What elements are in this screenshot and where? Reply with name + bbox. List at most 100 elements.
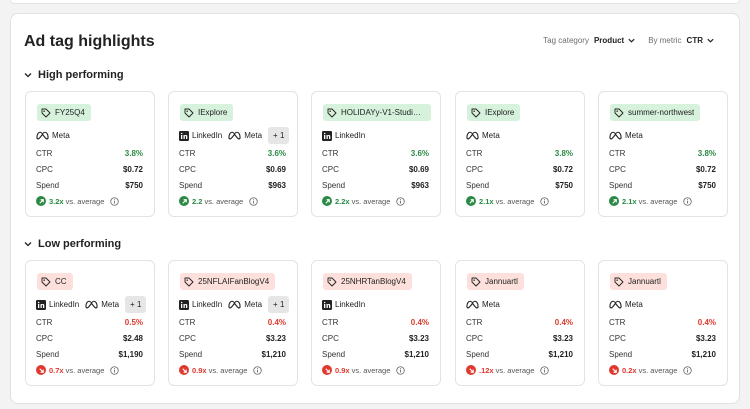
info-icon[interactable] xyxy=(247,365,263,375)
tag-icon xyxy=(614,277,624,286)
tag-chip[interactable]: summer-northwest xyxy=(610,104,701,121)
tag-card[interactable]: 25NHRTanBlogV4 LinkedIn CTR 0.4% CPC $3.… xyxy=(311,260,441,386)
tag-card[interactable]: Jannuartl Meta CTR 0.4% CPC $3.23 Spend … xyxy=(598,260,728,386)
spend-row: Spend $750 xyxy=(609,181,716,190)
tag-chip[interactable]: 25NFLAIFanBlogV4 xyxy=(180,273,276,290)
metric-label: By metric xyxy=(648,36,682,45)
cpc-label: CPC xyxy=(36,334,53,343)
tag-card[interactable]: HOLIDAYy-V1-Studio-... LinkedIn CTR 3.6%… xyxy=(311,91,441,217)
tag-chip[interactable]: Jannuartl xyxy=(610,273,667,290)
info-icon[interactable] xyxy=(390,365,406,375)
tag-card[interactable]: 25NFLAIFanBlogV4 LinkedIn Meta + 1 CTR 0.4… xyxy=(168,260,298,386)
section-header-low[interactable]: Low performing xyxy=(23,238,121,250)
spend-value: $750 xyxy=(698,181,716,190)
tag-category-label: Tag category xyxy=(543,36,589,45)
tag-card[interactable]: IExplore Meta CTR 3.8% CPC $0.72 Spend $… xyxy=(455,91,585,217)
info-icon[interactable] xyxy=(390,196,406,206)
channel-list: LinkedIn xyxy=(322,127,371,144)
ctr-label: CTR xyxy=(179,318,196,327)
tag-chip[interactable]: 25NHRTanBlogV4 xyxy=(323,273,412,290)
linkedin-icon xyxy=(322,299,332,310)
vs-average-indicator: 2.1x vs. average xyxy=(466,196,550,206)
ctr-row: CTR 0.4% xyxy=(179,318,286,327)
tag-name: FY25Q4 xyxy=(55,108,85,117)
cpc-value: $0.72 xyxy=(552,165,573,174)
metric-filter[interactable]: By metric CTR xyxy=(648,36,715,45)
ctr-label: CTR xyxy=(36,318,53,327)
spend-row: Spend $750 xyxy=(36,181,143,190)
vs-average-indicator: .12x vs. average xyxy=(466,365,550,375)
spend-label: Spend xyxy=(179,350,203,359)
spend-label: Spend xyxy=(322,350,346,359)
channel-meta: Meta xyxy=(85,300,119,309)
channel-label: Meta xyxy=(101,300,120,309)
tag-category-filter[interactable]: Tag category Product xyxy=(543,36,636,45)
more-channels-badge[interactable]: + 1 xyxy=(268,127,290,144)
ctr-value: 3.8% xyxy=(697,149,716,158)
ctr-value: 0.5% xyxy=(124,318,143,327)
tag-card[interactable]: CC LinkedIn Meta + 1 CTR 0.5% CPC $2.48 Sp… xyxy=(25,260,155,386)
meta-icon xyxy=(466,131,479,140)
info-icon[interactable] xyxy=(534,196,550,206)
vs-average-label: vs. average xyxy=(351,196,391,206)
tag-chip[interactable]: FY25Q4 xyxy=(37,104,91,121)
cpc-value: $3.23 xyxy=(552,334,573,343)
tag-chip[interactable]: HOLIDAYy-V1-Studio-... xyxy=(323,104,431,121)
spend-value: $963 xyxy=(411,181,429,190)
channel-label: LinkedIn xyxy=(335,300,366,309)
channel-list: Meta xyxy=(609,127,649,144)
spend-label: Spend xyxy=(609,350,633,359)
tag-card[interactable]: FY25Q4 Meta CTR 3.8% CPC $0.72 Spend $75… xyxy=(25,91,155,217)
more-channels-badge[interactable]: + 1 xyxy=(125,296,147,313)
spend-row: Spend $1,210 xyxy=(466,350,573,359)
info-icon[interactable] xyxy=(677,196,693,206)
tag-icon xyxy=(184,277,194,286)
spend-label: Spend xyxy=(322,181,346,190)
channel-label: LinkedIn xyxy=(192,300,223,309)
ctr-label: CTR xyxy=(322,149,339,158)
cpc-row: CPC $0.72 xyxy=(466,165,573,174)
trend-up-icon xyxy=(466,196,476,206)
channel-meta: Meta xyxy=(609,131,643,140)
spend-value: $1,210 xyxy=(404,350,429,359)
cpc-label: CPC xyxy=(179,165,196,174)
tag-chip[interactable]: IExplore xyxy=(467,104,521,121)
vs-average-indicator: 0.9x vs. average xyxy=(322,365,406,375)
cpc-label: CPC xyxy=(609,165,626,174)
tag-card[interactable]: IExplore LinkedIn Meta + 1 CTR 3.6% CPC $0… xyxy=(168,91,298,217)
section-header-high[interactable]: High performing xyxy=(23,69,124,81)
cpc-value: $3.23 xyxy=(695,334,716,343)
chevron-down-icon xyxy=(628,38,635,43)
vs-average-indicator: 2.2x vs. average xyxy=(322,196,406,206)
multiplier-value: 2.2 xyxy=(192,196,203,206)
channel-label: Meta xyxy=(244,300,263,309)
info-icon[interactable] xyxy=(104,365,120,375)
chevron-down-icon xyxy=(24,73,32,78)
ctr-label: CTR xyxy=(466,149,483,158)
info-icon[interactable] xyxy=(243,196,258,206)
more-channels-badge[interactable]: + 1 xyxy=(268,296,290,313)
tag-name: IExplore xyxy=(485,108,515,117)
channel-label: Meta xyxy=(625,300,643,309)
cpc-value: $0.72 xyxy=(695,165,716,174)
tag-icon xyxy=(41,108,51,117)
tag-chip[interactable]: IExplore xyxy=(180,104,234,121)
tag-icon xyxy=(327,277,337,286)
tag-chip[interactable]: Jannuartl xyxy=(467,273,524,290)
tag-name: 25NFLAIFanBlogV4 xyxy=(198,277,270,286)
channel-label: Meta xyxy=(52,131,70,140)
tag-card[interactable]: summer-northwest Meta CTR 3.8% CPC $0.72… xyxy=(598,91,728,217)
vs-average-label: vs. average xyxy=(638,365,678,375)
meta-icon xyxy=(85,300,98,309)
info-icon[interactable] xyxy=(104,196,120,206)
tag-icon xyxy=(471,277,481,286)
cpc-row: CPC $0.69 xyxy=(322,165,429,174)
tag-icon xyxy=(471,108,481,117)
meta-icon xyxy=(609,300,622,309)
ctr-row: CTR 0.5% xyxy=(36,318,143,327)
info-icon[interactable] xyxy=(534,365,550,375)
ctr-row: CTR 3.8% xyxy=(36,149,143,158)
info-icon[interactable] xyxy=(677,365,693,375)
tag-chip[interactable]: CC xyxy=(37,273,73,290)
tag-card[interactable]: Jannuartl Meta CTR 0.4% CPC $3.23 Spend … xyxy=(455,260,585,386)
